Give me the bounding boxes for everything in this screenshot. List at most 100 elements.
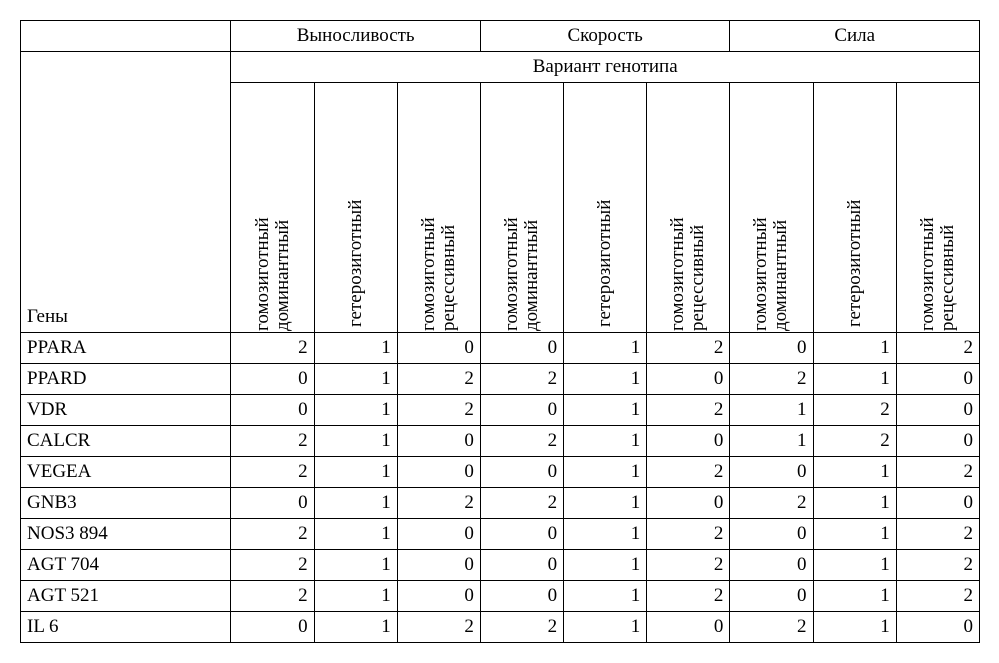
genotype-variant-header: Вариант генотипа	[231, 52, 980, 83]
value-cell: 0	[480, 550, 563, 581]
sub-speed-homo-rec: гомозиготныйрецессивный	[647, 83, 730, 333]
gene-cell: VDR	[21, 395, 231, 426]
value-cell: 1	[813, 364, 896, 395]
value-cell: 2	[730, 364, 813, 395]
value-cell: 1	[813, 457, 896, 488]
value-cell: 1	[314, 612, 397, 643]
table-row: VEGEA210012012	[21, 457, 980, 488]
value-cell: 2	[813, 426, 896, 457]
value-cell: 0	[397, 457, 480, 488]
table-row: IL 6012210210	[21, 612, 980, 643]
value-cell: 1	[564, 395, 647, 426]
value-cell: 0	[730, 519, 813, 550]
value-cell: 0	[480, 333, 563, 364]
value-cell: 2	[647, 395, 730, 426]
value-cell: 0	[480, 519, 563, 550]
gene-cell: VEGEA	[21, 457, 231, 488]
value-cell: 2	[813, 395, 896, 426]
table-row: PPARA210012012	[21, 333, 980, 364]
value-cell: 2	[647, 581, 730, 612]
value-cell: 2	[231, 550, 314, 581]
value-cell: 1	[314, 333, 397, 364]
value-cell: 1	[314, 519, 397, 550]
value-cell: 1	[730, 395, 813, 426]
trait-speed: Скорость	[480, 21, 729, 52]
value-cell: 2	[730, 488, 813, 519]
table-row: GNB3012210210	[21, 488, 980, 519]
sub-strength-homo-dom: гомозиготныйдоминантный	[730, 83, 813, 333]
value-cell: 0	[231, 612, 314, 643]
value-cell: 0	[480, 395, 563, 426]
value-cell: 2	[896, 550, 979, 581]
value-cell: 2	[397, 612, 480, 643]
value-cell: 0	[896, 488, 979, 519]
gene-cell: AGT 704	[21, 550, 231, 581]
value-cell: 1	[813, 333, 896, 364]
value-cell: 0	[397, 550, 480, 581]
corner-blank	[21, 21, 231, 52]
value-cell: 1	[564, 333, 647, 364]
genotype-header-row: Гены Вариант генотипа	[21, 52, 980, 83]
table-row: CALCR210210120	[21, 426, 980, 457]
value-cell: 1	[813, 550, 896, 581]
value-cell: 2	[231, 426, 314, 457]
value-cell: 2	[231, 457, 314, 488]
value-cell: 2	[647, 519, 730, 550]
value-cell: 2	[647, 550, 730, 581]
sub-strength-homo-rec: гомозиготныйрецессивный	[896, 83, 979, 333]
gene-cell: PPARA	[21, 333, 231, 364]
value-cell: 0	[231, 488, 314, 519]
value-cell: 0	[730, 550, 813, 581]
value-cell: 2	[896, 457, 979, 488]
value-cell: 2	[397, 364, 480, 395]
gene-cell: CALCR	[21, 426, 231, 457]
value-cell: 2	[231, 333, 314, 364]
value-cell: 2	[896, 333, 979, 364]
value-cell: 1	[813, 488, 896, 519]
value-cell: 0	[397, 519, 480, 550]
value-cell: 1	[564, 581, 647, 612]
value-cell: 0	[397, 581, 480, 612]
value-cell: 1	[813, 581, 896, 612]
trait-endurance: Выносливость	[231, 21, 480, 52]
sub-endurance-homo-dom: гомозиготныйдоминантный	[231, 83, 314, 333]
value-cell: 0	[397, 333, 480, 364]
value-cell: 0	[647, 612, 730, 643]
value-cell: 2	[647, 333, 730, 364]
value-cell: 0	[647, 488, 730, 519]
value-cell: 1	[314, 550, 397, 581]
table-row: AGT 704210012012	[21, 550, 980, 581]
table-body: PPARA210012012PPARD012210210VDR012012120…	[21, 333, 980, 643]
value-cell: 0	[730, 581, 813, 612]
value-cell: 1	[564, 457, 647, 488]
value-cell: 0	[896, 395, 979, 426]
sub-endurance-homo-rec: гомозиготныйрецессивный	[397, 83, 480, 333]
value-cell: 0	[397, 426, 480, 457]
table-row: PPARD012210210	[21, 364, 980, 395]
value-cell: 2	[397, 488, 480, 519]
gene-cell: NOS3 894	[21, 519, 231, 550]
value-cell: 2	[480, 426, 563, 457]
value-cell: 1	[813, 612, 896, 643]
sub-speed-hetero: гетерозиготный	[564, 83, 647, 333]
value-cell: 2	[480, 488, 563, 519]
value-cell: 0	[896, 364, 979, 395]
value-cell: 1	[314, 395, 397, 426]
value-cell: 2	[896, 581, 979, 612]
value-cell: 2	[896, 519, 979, 550]
gene-column-header: Гены	[21, 52, 231, 333]
value-cell: 0	[896, 612, 979, 643]
value-cell: 1	[564, 519, 647, 550]
value-cell: 1	[564, 488, 647, 519]
genotype-table: Выносливость Скорость Сила Гены Вариант …	[20, 20, 980, 643]
gene-cell: AGT 521	[21, 581, 231, 612]
value-cell: 1	[730, 426, 813, 457]
trait-strength: Сила	[730, 21, 980, 52]
value-cell: 0	[730, 457, 813, 488]
sub-speed-homo-dom: гомозиготныйдоминантный	[480, 83, 563, 333]
value-cell: 1	[564, 550, 647, 581]
value-cell: 0	[480, 457, 563, 488]
gene-cell: PPARD	[21, 364, 231, 395]
gene-cell: GNB3	[21, 488, 231, 519]
value-cell: 1	[314, 426, 397, 457]
